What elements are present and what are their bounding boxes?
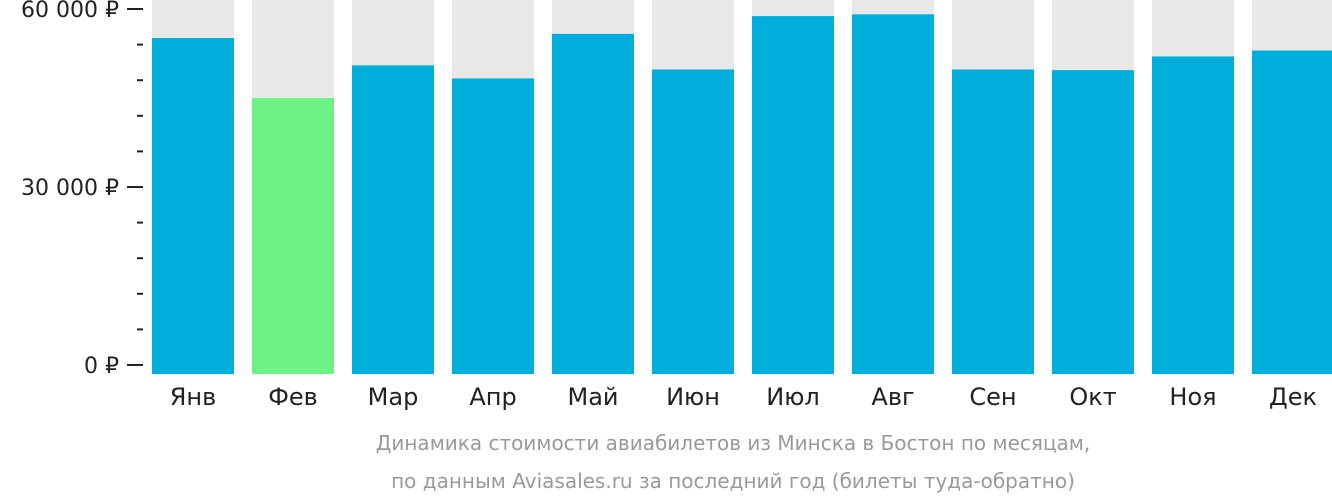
y-axis: 0 ₽ 30 000 ₽ 60 000 ₽ — [21, 0, 143, 379]
bar — [1152, 56, 1234, 374]
x-tick-label: Фев — [268, 383, 318, 411]
x-tick-label: Сен — [969, 383, 1016, 411]
x-tick-label: Мар — [368, 383, 419, 411]
x-tick-label: Июн — [666, 383, 720, 411]
x-tick-label: Янв — [170, 383, 217, 411]
x-tick-label: Авг — [871, 383, 914, 411]
bar — [752, 16, 834, 375]
chart-caption-line-1: Динамика стоимости авиабилетов из Минска… — [375, 431, 1091, 455]
y-tick-label: 0 ₽ — [84, 354, 119, 379]
x-tick-label: Окт — [1069, 383, 1116, 411]
chart-caption-line-2: по данным Aviasales.ru за последний год … — [391, 469, 1075, 493]
y-tick-label: 30 000 ₽ — [21, 176, 119, 201]
bar — [252, 98, 334, 374]
x-tick-label: Май — [567, 383, 618, 411]
bar — [452, 78, 534, 375]
y-tick-label: 60 000 ₽ — [21, 0, 119, 23]
bar — [852, 14, 934, 375]
bar — [1252, 50, 1332, 375]
bar — [1052, 70, 1134, 374]
bars — [152, 0, 1332, 375]
bar — [652, 69, 734, 375]
x-tick-label: Апр — [469, 383, 516, 411]
bar — [152, 38, 234, 374]
x-tick-label: Июл — [766, 383, 820, 411]
bar — [552, 33, 634, 375]
bar — [352, 65, 434, 374]
x-tick-label: Ноя — [1169, 383, 1216, 411]
x-tick-label: Дек — [1269, 383, 1317, 411]
price-bar-chart: 0 ₽ 30 000 ₽ 60 000 ₽ Янв Фев Мар Апр Май Июн Ию… — [21, 0, 1332, 411]
x-axis: Янв Фев Мар Апр Май Июн Июл Авг Сен Окт Ноя Дек — [170, 383, 1317, 411]
bar — [952, 69, 1034, 375]
